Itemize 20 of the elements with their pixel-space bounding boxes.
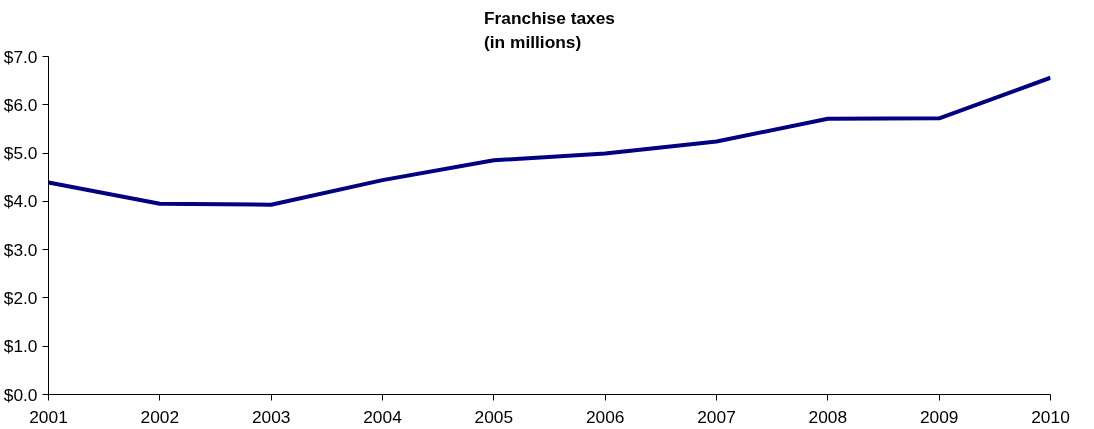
y-tick-label: $4.0 bbox=[3, 191, 38, 212]
x-tick-label: 2001 bbox=[29, 406, 68, 427]
y-tick-label: $7.0 bbox=[3, 46, 38, 67]
y-tick-label: $6.0 bbox=[3, 94, 38, 115]
y-tick-label: $5.0 bbox=[3, 143, 38, 164]
x-tick-label: 2003 bbox=[251, 406, 291, 427]
x-tick-label: 2006 bbox=[585, 406, 625, 427]
y-tick-label: $3.0 bbox=[3, 239, 38, 260]
x-tick-label: 2008 bbox=[808, 406, 848, 427]
x-tick-label: 2005 bbox=[474, 406, 514, 427]
y-tick-label: $2.0 bbox=[3, 287, 38, 308]
x-tick-label: 2009 bbox=[919, 406, 959, 427]
y-tick-label: $0.0 bbox=[3, 384, 38, 405]
chart-title: Franchise taxes (in millions) bbox=[484, 7, 615, 52]
x-tick-label: 2007 bbox=[697, 406, 736, 427]
x-tick-label: 2004 bbox=[363, 406, 403, 427]
x-tick-label: 2002 bbox=[140, 406, 180, 427]
line-series bbox=[48, 75, 1051, 207]
x-tick-label: 2010 bbox=[1031, 406, 1070, 427]
y-tick-label: $1.0 bbox=[3, 336, 38, 357]
